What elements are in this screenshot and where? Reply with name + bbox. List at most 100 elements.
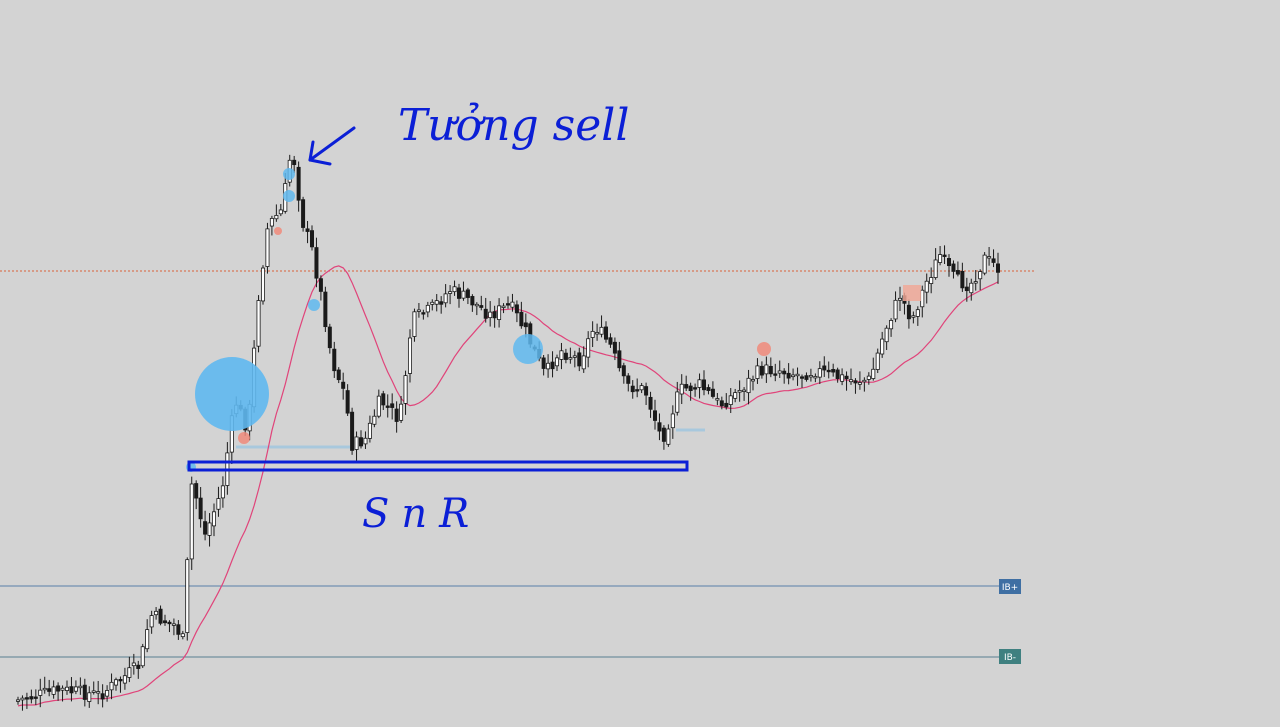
candle-body xyxy=(777,370,782,374)
candle-body xyxy=(403,375,408,404)
candle-body xyxy=(866,375,871,380)
volume-bubble-small-2 xyxy=(283,190,295,202)
candle-body xyxy=(216,498,221,510)
candle-body xyxy=(862,379,867,383)
candle-body xyxy=(82,684,87,700)
candle-body xyxy=(194,483,199,499)
candle-body xyxy=(341,381,346,389)
candle-body xyxy=(301,199,306,228)
candle-body xyxy=(666,428,671,445)
candle-body xyxy=(706,387,711,391)
candle-body xyxy=(416,309,421,312)
candle-body xyxy=(56,685,61,692)
candle-body xyxy=(612,341,617,354)
candle-body xyxy=(555,357,560,367)
candle-body xyxy=(448,291,453,294)
candle-body xyxy=(171,623,176,626)
candle-body xyxy=(154,610,159,616)
candle-body xyxy=(893,299,898,320)
candle-body xyxy=(323,291,328,328)
candle-body xyxy=(684,384,689,389)
candle-body xyxy=(501,305,506,308)
candle-body xyxy=(51,686,56,695)
candle-body xyxy=(955,270,960,275)
snr-zone-box xyxy=(187,460,689,472)
candle-body xyxy=(42,687,47,691)
candle-body xyxy=(947,258,952,267)
candle-body xyxy=(497,305,502,321)
candle-body xyxy=(207,522,212,536)
candle-body xyxy=(978,271,983,280)
candle-body xyxy=(492,311,497,319)
candle-body xyxy=(572,355,577,358)
candle-body xyxy=(474,303,479,307)
candle-body xyxy=(394,408,399,422)
candle-body xyxy=(875,352,880,370)
candle-body xyxy=(657,422,662,432)
candle-body xyxy=(857,382,862,385)
candle-body xyxy=(198,497,203,520)
candle-body xyxy=(122,675,127,684)
candle-body xyxy=(376,395,381,417)
candle-body xyxy=(813,376,818,379)
candle-body xyxy=(407,337,412,374)
candle-body xyxy=(880,338,885,355)
ib-minus-label: IB- xyxy=(1004,653,1016,663)
candle-body xyxy=(372,415,377,425)
candle-body xyxy=(149,615,154,628)
volume-block-pink xyxy=(903,285,921,301)
candle-body xyxy=(109,681,114,691)
candle-body xyxy=(991,258,996,263)
candle-body xyxy=(260,267,265,302)
candle-body xyxy=(345,390,350,414)
candle-body xyxy=(853,380,858,384)
candle-body xyxy=(849,379,854,383)
candle-body xyxy=(479,305,484,308)
candle-body xyxy=(728,395,733,405)
candle-body xyxy=(987,256,992,259)
candle-body xyxy=(800,376,805,379)
volume-bubble-small-1 xyxy=(283,168,295,180)
candle-body xyxy=(136,664,141,669)
candle-body xyxy=(906,304,911,320)
candle-body xyxy=(421,312,426,315)
candle-body xyxy=(924,280,929,293)
candle-body xyxy=(768,365,773,375)
candle-body xyxy=(162,620,167,624)
candle-body xyxy=(996,263,1001,273)
candle-body xyxy=(960,271,965,289)
candle-body xyxy=(385,405,390,408)
candle-body xyxy=(127,667,132,678)
candle-body xyxy=(702,379,707,391)
candle-body xyxy=(635,389,640,392)
candle-body xyxy=(131,662,136,667)
candle-body xyxy=(114,679,119,686)
candle-body xyxy=(412,311,417,337)
volume-bubble-pink-1 xyxy=(238,432,250,444)
candle-body xyxy=(38,689,43,696)
candle-body xyxy=(336,369,341,381)
candle-body xyxy=(751,379,756,382)
candle-body xyxy=(176,624,181,635)
candle-body xyxy=(844,375,849,380)
candle-body xyxy=(309,230,314,248)
candle-body xyxy=(626,375,631,384)
candle-body xyxy=(292,159,297,166)
candle-body xyxy=(653,410,658,421)
candle-body xyxy=(688,385,693,392)
candle-body xyxy=(367,422,372,439)
candle-body xyxy=(430,301,435,305)
candle-body xyxy=(29,696,34,700)
candle-body xyxy=(439,301,444,305)
candle-body xyxy=(782,370,787,375)
candle-body xyxy=(791,374,796,378)
candle-body xyxy=(942,254,947,257)
candle-body xyxy=(550,361,555,370)
candle-body xyxy=(630,385,635,393)
candle-body xyxy=(817,368,822,378)
candle-body xyxy=(203,521,208,535)
candle-body xyxy=(305,228,310,232)
candle-body xyxy=(456,287,461,299)
